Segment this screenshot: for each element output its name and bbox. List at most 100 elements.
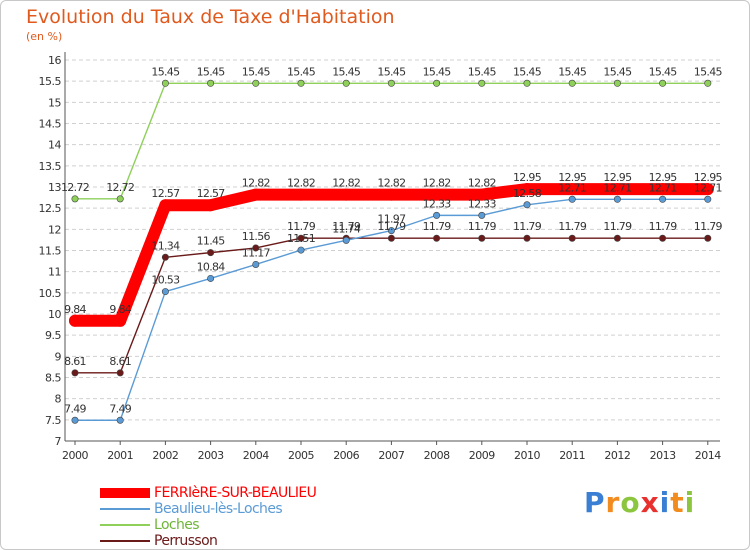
- data-label: 12.72: [106, 181, 134, 194]
- data-point: [114, 314, 127, 327]
- data-point: [568, 79, 576, 87]
- data-label: 11.17: [242, 246, 271, 259]
- x-tick-label: 2012: [604, 449, 630, 462]
- y-tick-label: 8: [55, 393, 62, 406]
- logo-letter: i: [684, 486, 696, 519]
- x-tick-label: 2001: [107, 449, 133, 462]
- y-tick-label: 11.5: [39, 245, 62, 258]
- x-tick-label: 2011: [559, 449, 585, 462]
- x-tick-label: 2008: [424, 449, 450, 462]
- data-point: [249, 188, 262, 201]
- data-point: [387, 79, 395, 87]
- data-point: [659, 79, 667, 87]
- y-tick-label: 10: [48, 308, 61, 321]
- data-label: 8.61: [109, 355, 131, 368]
- data-label: 12.82: [423, 177, 451, 190]
- data-point: [521, 183, 533, 196]
- data-label: 15.45: [423, 65, 452, 78]
- y-tick-label: 7.5: [45, 414, 61, 427]
- legend-swatch: [100, 508, 150, 510]
- data-label: 11.34: [151, 239, 180, 252]
- legend-label: Beaulieu-lès-Loches: [154, 501, 283, 517]
- data-point: [342, 236, 350, 244]
- x-tick-label: 2010: [514, 449, 540, 462]
- data-point: [207, 79, 215, 87]
- data-point: [252, 79, 260, 87]
- series-line-3: [74, 237, 709, 374]
- data-point: [342, 79, 350, 87]
- data-point: [433, 234, 441, 242]
- proxiti-logo: Proxiti: [584, 486, 695, 519]
- data-point: [478, 79, 486, 87]
- data-label: 12.95: [513, 171, 542, 184]
- data-label: 11.79: [287, 220, 316, 233]
- data-point: [659, 234, 667, 242]
- chart-title: Evolution du Taux de Taxe d'Habitation: [26, 6, 395, 28]
- legend-swatch: [100, 524, 150, 526]
- data-point: [116, 416, 124, 424]
- data-label: 12.95: [649, 171, 678, 184]
- y-tick-label: 10.5: [39, 287, 62, 300]
- data-point: [611, 183, 624, 196]
- x-tick-label: 2004: [243, 449, 269, 462]
- data-point: [430, 188, 443, 201]
- data-point: [207, 249, 215, 257]
- data-label: 12.95: [603, 171, 632, 184]
- data-label: 10.84: [197, 260, 226, 273]
- data-label: 11.56: [242, 230, 271, 243]
- data-point: [387, 227, 395, 235]
- data-label: 12.82: [242, 177, 270, 190]
- data-point: [433, 79, 441, 87]
- data-label: 12.82: [468, 177, 496, 190]
- data-point: [478, 234, 486, 242]
- data-label: 12.71: [603, 181, 631, 194]
- data-label: 15.45: [513, 65, 542, 78]
- data-point: [385, 188, 398, 201]
- data-point: [71, 195, 79, 203]
- data-point: [523, 234, 531, 242]
- data-point: [568, 234, 576, 242]
- data-point: [340, 188, 353, 201]
- y-tick-label: 13: [48, 181, 61, 194]
- data-point: [475, 188, 488, 201]
- y-tick-label: 12.5: [39, 202, 62, 215]
- data-label: 12.71: [649, 181, 677, 194]
- data-point: [659, 195, 667, 203]
- data-label: 12.82: [377, 177, 405, 190]
- data-label: 15.45: [287, 65, 316, 78]
- legend-label: Loches: [154, 517, 200, 533]
- data-label: 11.79: [603, 220, 632, 233]
- data-point: [69, 314, 81, 327]
- x-tick-label: 2014: [695, 449, 721, 462]
- data-point: [613, 234, 621, 242]
- logo-letter: i: [659, 486, 671, 519]
- x-tick-label: 2013: [650, 449, 676, 462]
- data-label: 8.61: [64, 355, 86, 368]
- legend-swatch: [100, 540, 150, 542]
- data-label: 11.79: [332, 220, 361, 233]
- data-point: [252, 260, 260, 268]
- data-point: [297, 234, 305, 242]
- data-point: [116, 195, 124, 203]
- legend-label: Perrusson: [154, 533, 218, 549]
- data-label: 7.49: [64, 402, 86, 415]
- data-point: [433, 211, 441, 219]
- data-point: [701, 183, 714, 196]
- data-label: 12.71: [558, 181, 586, 194]
- data-point: [523, 201, 531, 209]
- legend-label: FERRIèRE-SUR-BEAULIEU: [154, 485, 317, 501]
- y-tick-label: 14: [48, 139, 61, 152]
- data-label: 12.33: [423, 197, 452, 210]
- data-point: [704, 79, 712, 87]
- data-label: 15.45: [468, 65, 497, 78]
- x-tick-label: 2002: [152, 449, 178, 462]
- data-label: 12.82: [332, 177, 360, 190]
- data-point: [613, 195, 621, 203]
- data-label: 15.45: [151, 65, 180, 78]
- data-point: [478, 211, 486, 219]
- data-label: 12.95: [558, 171, 587, 184]
- y-tick-label: 15.5: [39, 75, 62, 88]
- y-tick-label: 12: [48, 223, 61, 236]
- data-label: 11.51: [287, 232, 315, 245]
